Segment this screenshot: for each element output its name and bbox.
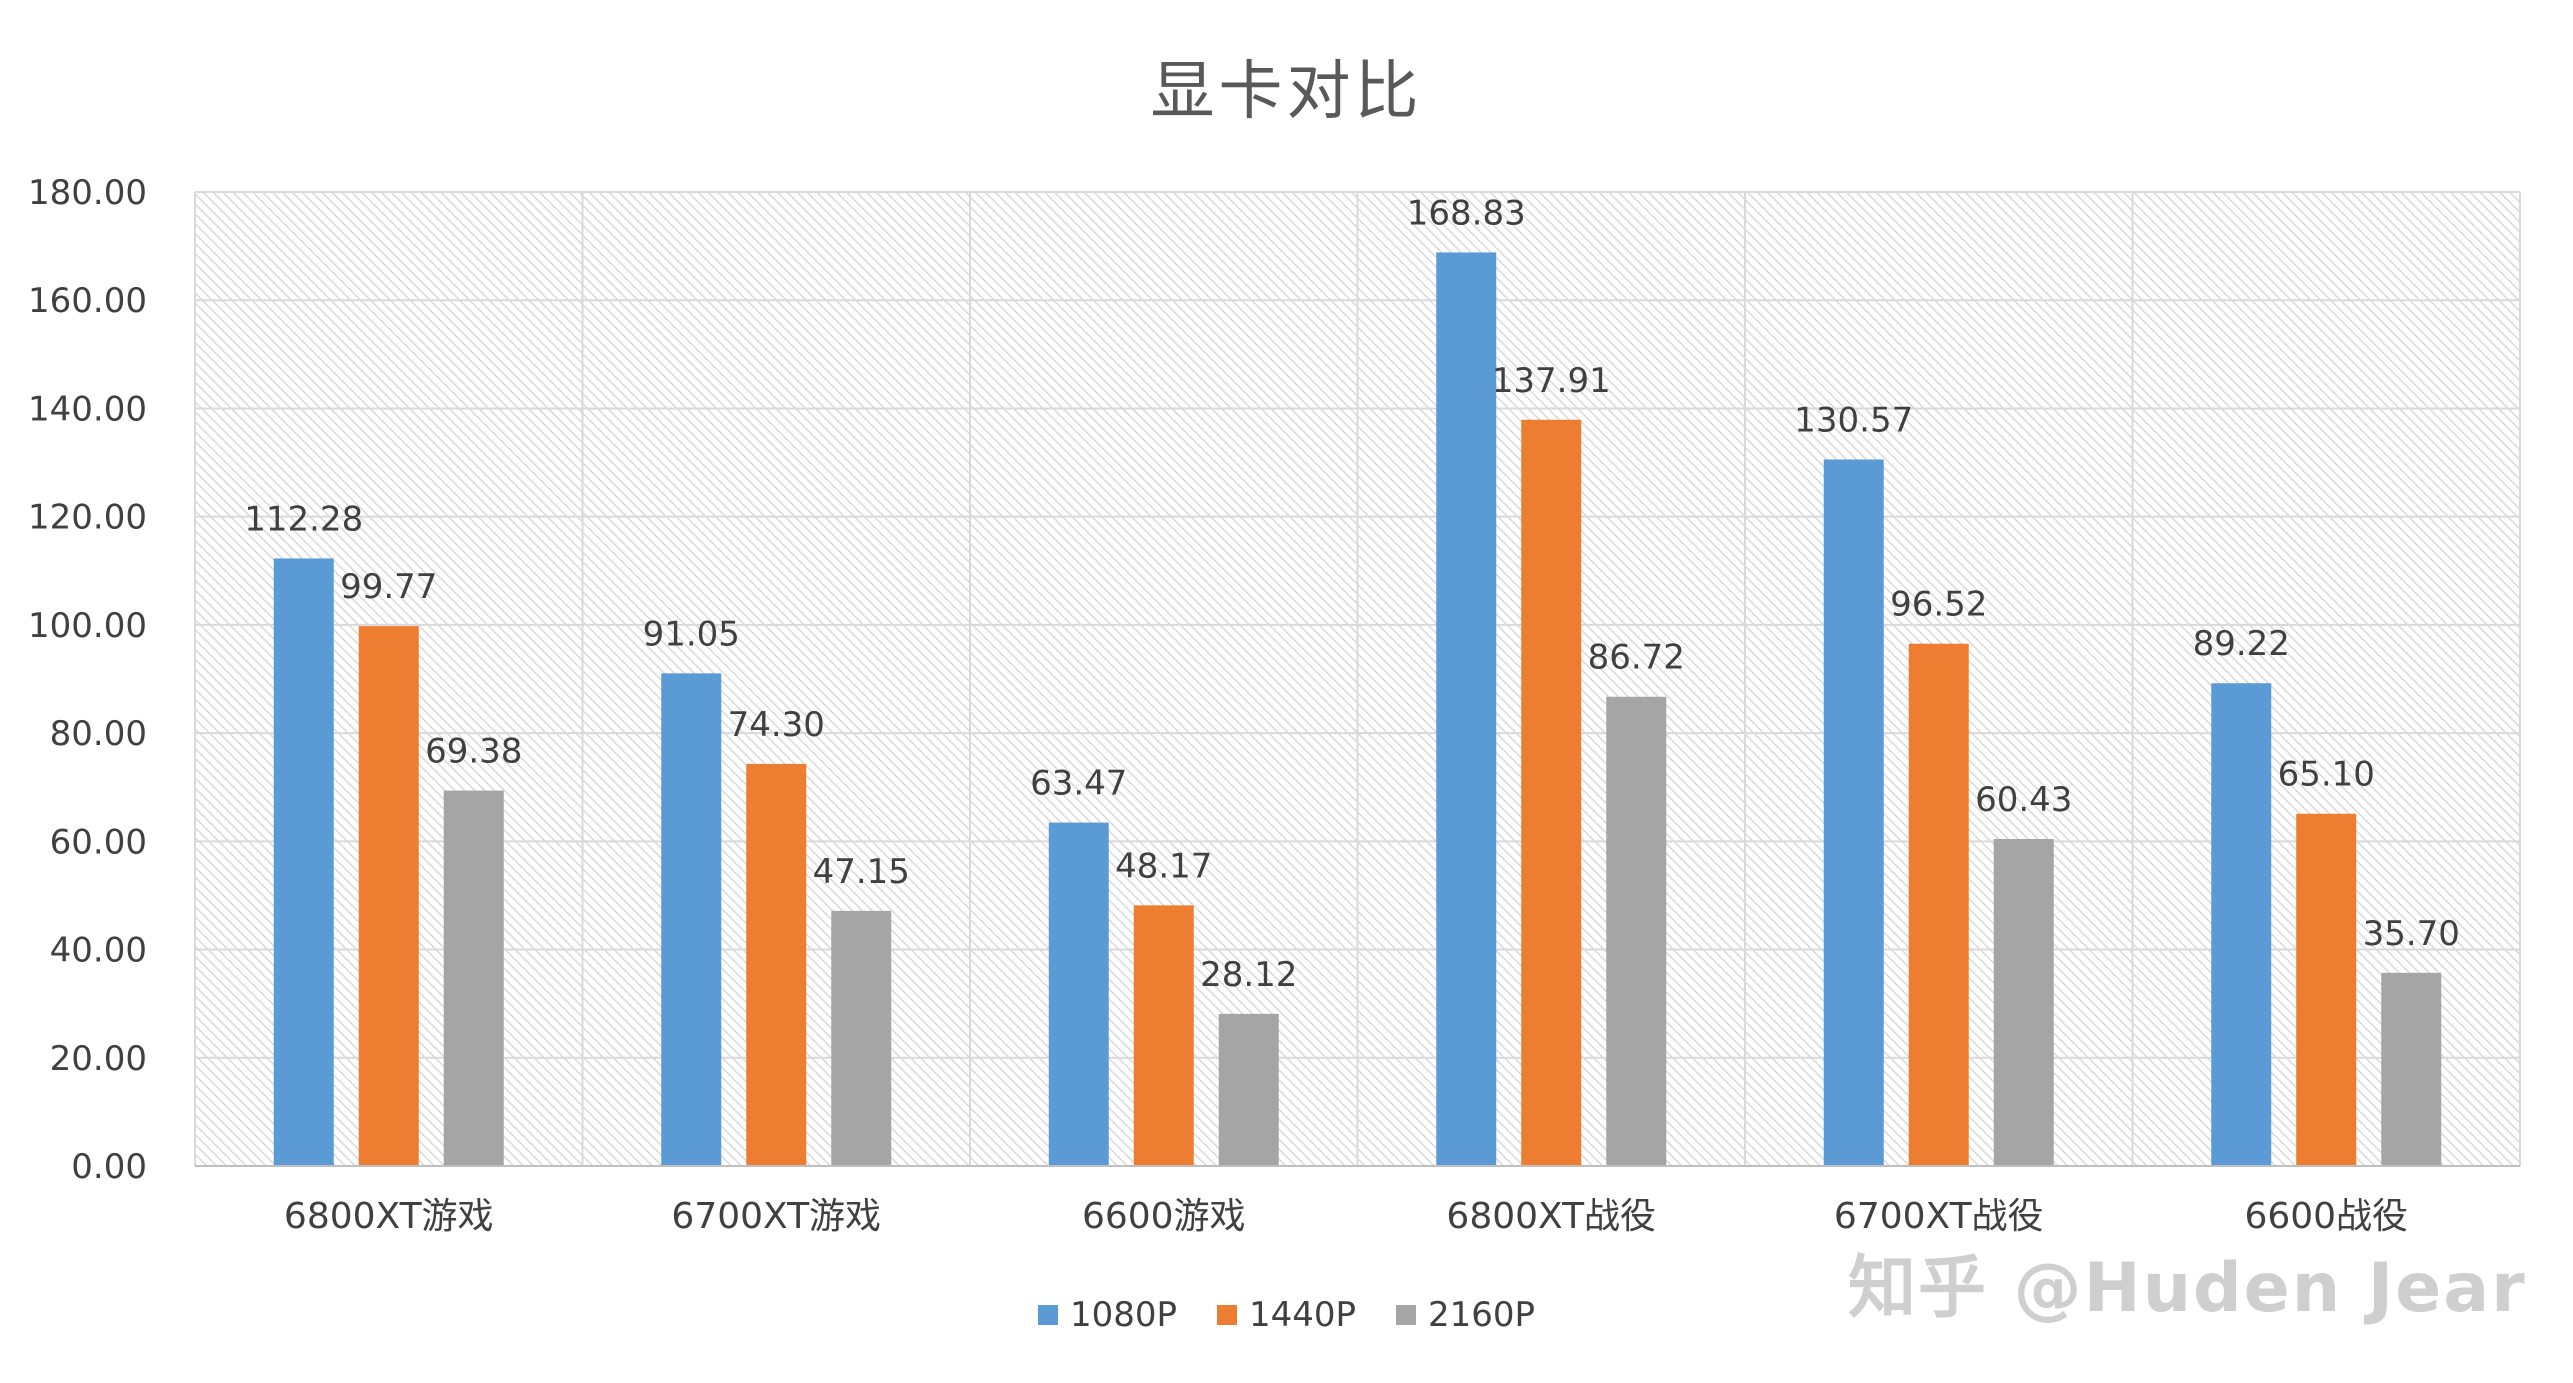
legend: 1080P 1440P 2160P — [0, 1295, 2573, 1335]
data-label: 86.72 — [1588, 638, 1685, 678]
data-label: 28.12 — [1200, 955, 1297, 995]
y-tick-label: 140.00 — [28, 389, 147, 429]
data-label: 63.47 — [1030, 764, 1127, 804]
bar-2160P-4 — [1993, 839, 2054, 1166]
legend-label: 1080P — [1069, 1295, 1177, 1335]
data-label: 74.30 — [728, 705, 825, 745]
legend-label: 1440P — [1248, 1295, 1357, 1335]
data-label: 91.05 — [643, 614, 740, 654]
y-tick-label: 100.00 — [28, 606, 147, 646]
data-label: 48.17 — [1115, 846, 1212, 886]
x-tick-label: 6800XT战役 — [1446, 1196, 1656, 1237]
bar-1440P-4 — [1908, 643, 1969, 1166]
y-tick-label: 0.00 — [71, 1147, 147, 1187]
bar-1440P-0 — [358, 626, 419, 1166]
x-tick-label: 6600游戏 — [1082, 1196, 1246, 1237]
data-label: 99.77 — [340, 567, 437, 607]
data-label: 47.15 — [813, 852, 910, 892]
data-label: 137.91 — [1492, 361, 1611, 401]
legend-item-1080P: 1080P — [1037, 1295, 1177, 1335]
chart-title: 显卡对比 — [1150, 55, 1423, 129]
y-tick-label: 120.00 — [28, 498, 147, 538]
bar-1440P-3 — [1521, 419, 1582, 1166]
data-label: 35.70 — [2363, 914, 2460, 954]
bar-2160P-5 — [2381, 972, 2442, 1166]
x-tick-label: 6800XT游戏 — [284, 1196, 494, 1237]
data-label: 65.10 — [2278, 755, 2375, 795]
y-tick-label: 60.00 — [50, 822, 147, 862]
y-tick-label: 20.00 — [50, 1039, 147, 1079]
bar-1440P-2 — [1133, 905, 1194, 1166]
data-label: 112.28 — [244, 499, 363, 539]
bar-2160P-1 — [831, 910, 892, 1166]
bar-1080P-0 — [273, 558, 334, 1166]
y-tick-label: 40.00 — [50, 931, 147, 971]
legend-swatch — [1216, 1305, 1237, 1325]
bar-1080P-1 — [661, 673, 722, 1166]
data-label: 168.83 — [1407, 193, 1526, 233]
bar-1080P-3 — [1436, 252, 1497, 1166]
y-tick-label: 160.00 — [28, 281, 147, 321]
x-tick-label: 6700XT游戏 — [671, 1196, 881, 1237]
bar-2160P-0 — [443, 790, 504, 1166]
y-tick-label: 80.00 — [50, 714, 147, 754]
bar-1440P-1 — [746, 763, 807, 1166]
bar-1440P-5 — [2296, 813, 2357, 1166]
legend-swatch — [1037, 1305, 1058, 1325]
bar-1080P-5 — [2211, 683, 2272, 1166]
legend-item-2160P: 2160P — [1396, 1295, 1535, 1335]
data-label: 96.52 — [1890, 585, 1987, 625]
data-label: 69.38 — [425, 732, 522, 772]
bar-1080P-4 — [1823, 459, 1884, 1167]
bar-2160P-3 — [1606, 696, 1667, 1166]
legend-swatch — [1396, 1305, 1417, 1325]
watermark: 知乎 @Huden Jear — [1848, 1249, 2527, 1328]
data-label: 89.22 — [2193, 624, 2290, 664]
x-tick-label: 6700XT战役 — [1834, 1196, 2044, 1237]
bar-1080P-2 — [1048, 822, 1109, 1166]
data-label: 130.57 — [1794, 400, 1913, 440]
y-tick-label: 180.00 — [28, 173, 147, 213]
legend-item-1440P: 1440P — [1216, 1295, 1357, 1335]
bar-2160P-2 — [1218, 1013, 1279, 1166]
x-tick-label: 6600战役 — [2244, 1196, 2408, 1237]
legend-label: 2160P — [1428, 1295, 1536, 1335]
data-label: 60.43 — [1975, 780, 2072, 820]
